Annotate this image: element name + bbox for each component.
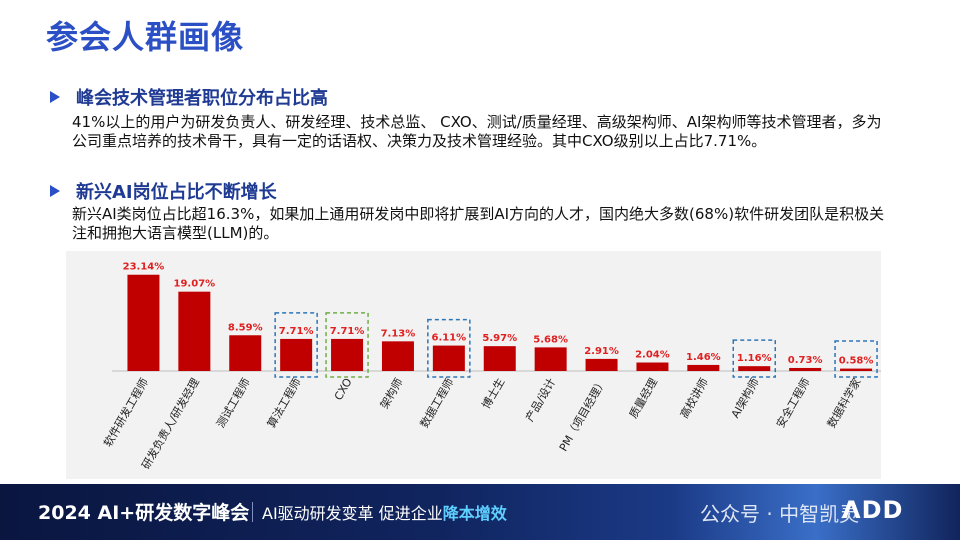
data-label-7: 5.97%: [482, 333, 517, 344]
page-title: 参会人群画像: [46, 18, 245, 56]
highlight-box-blue-14: [834, 340, 878, 378]
bar-4: [331, 338, 364, 371]
position-distribution-chart: 23.14% 软件研发工程师 19.07% 研发负责人/研发经理 8.59% 测试工程师 7…: [66, 251, 882, 479]
tick-label-8: 产品/设计: [522, 376, 558, 424]
tick-label-2: 测试工程师: [214, 376, 253, 430]
footer-slogan: AI驱动研发变革 促进企业降本增效: [262, 500, 507, 524]
triangle-bullet-icon: [50, 91, 60, 103]
triangle-bullet-icon: [50, 185, 60, 197]
data-label-5: 7.13%: [381, 328, 416, 339]
data-label-1: 19.07%: [174, 279, 216, 290]
section-heading-ai: 新兴AI岗位占比不断增长: [50, 178, 277, 204]
bar-10: [636, 362, 669, 371]
slogan-highlight: 降本增效: [442, 504, 507, 523]
data-label-8: 5.68%: [533, 334, 568, 345]
bar-7: [483, 346, 516, 371]
slogan-part-a: AI驱动研发变革 促进企业: [262, 504, 443, 523]
bar-5: [381, 341, 414, 371]
tick-label-10: 质量经理: [627, 376, 660, 421]
section-paragraph-management: 41%以上的用户为研发负责人、研发经理、技术总监、 CXO、测试/质量经理、高级…: [72, 113, 882, 150]
footer-banner: 2024 AI+研发数字峰会 AI驱动研发变革 促进企业降本增效 公众号 · 中…: [0, 484, 960, 540]
bar-14: [840, 368, 873, 371]
data-label-4: 7.71%: [330, 326, 365, 337]
bar-1: [178, 291, 211, 371]
tick-label-5: 架构师: [377, 376, 406, 412]
tick-label-0: 软件研发工程师: [100, 376, 151, 450]
tick-label-9: PM（项目经理）: [557, 376, 609, 454]
data-label-3: 7.71%: [279, 326, 314, 337]
data-label-11: 1.46%: [686, 352, 721, 363]
data-label-13: 0.73%: [788, 355, 823, 366]
tick-label-13: 安全工程师: [773, 376, 813, 431]
data-label-14: 0.58%: [839, 356, 874, 367]
brand-logo: ΛDD: [842, 496, 904, 524]
data-label-2: 8.59%: [228, 322, 263, 333]
highlight-box-blue-3: [274, 312, 318, 378]
highlight-box-blue-6: [427, 318, 471, 378]
bar-chart-svg: 23.14% 软件研发工程师 19.07% 研发负责人/研发经理 8.59% 测试工程师 7…: [100, 262, 882, 472]
highlight-box-blue-12: [732, 339, 776, 378]
section-heading-text: 峰会技术管理者职位分布占比高: [76, 88, 328, 109]
tick-label-1: 研发负责人/研发经理: [138, 376, 201, 472]
footer-divider: [252, 502, 253, 522]
tick-label-3: 算法工程师: [264, 376, 304, 431]
data-label-0: 23.14%: [123, 262, 165, 273]
data-label-10: 2.04%: [635, 350, 670, 361]
section-paragraph-ai: 新兴AI类岗位占比超16.3%，如果加上通用研发岗中即将扩展到AI方向的人才，国…: [72, 205, 885, 242]
highlight-box-green-4: [325, 312, 369, 378]
section-heading-text: 新兴AI岗位占比不断增长: [76, 182, 277, 203]
data-label-9: 2.91%: [584, 346, 619, 357]
tick-label-7: 博士生: [479, 376, 508, 412]
tick-label-12: AI架构师: [728, 376, 762, 421]
section-heading-management: 峰会技术管理者职位分布占比高: [50, 84, 328, 110]
bar-6: [432, 345, 465, 371]
bar-11: [687, 364, 720, 371]
bar-0: [127, 274, 160, 371]
tick-label-6: 数据工程师: [417, 376, 457, 431]
tick-label-14: 数据科学家: [824, 376, 864, 431]
bar-13: [789, 367, 822, 371]
bar-12: [738, 366, 771, 371]
bar-9: [585, 358, 618, 371]
data-label-6: 6.11%: [431, 333, 466, 344]
bar-8: [534, 347, 567, 371]
bar-3: [280, 338, 313, 371]
bar-2: [229, 335, 262, 371]
tick-label-11: 高校讲师: [677, 376, 711, 421]
tick-label-4: CXO: [332, 376, 355, 403]
data-label-12: 1.16%: [737, 353, 772, 364]
event-name: 2024 AI+研发数字峰会: [38, 502, 250, 524]
watermark-text: 公众号 · 中智凯灵: [700, 502, 860, 526]
